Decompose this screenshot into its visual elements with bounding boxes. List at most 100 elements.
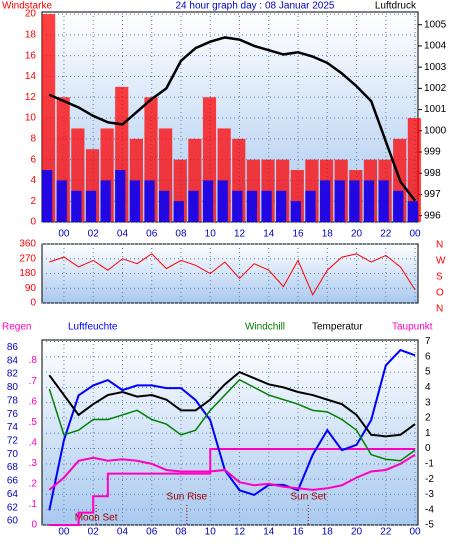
chart-title: 24 hour graph day : 08 Januar 2025 <box>175 1 334 12</box>
x-tick-label: 00 <box>410 527 422 538</box>
y2-tick-label: 998 <box>424 168 441 179</box>
x-tick-label: 08 <box>175 527 187 538</box>
x-tick-label: 02 <box>88 229 100 240</box>
plot-area <box>41 339 419 526</box>
hum-tick-label: 68 <box>7 462 19 473</box>
bar <box>115 170 126 222</box>
hum-tick-label: 70 <box>7 449 19 460</box>
legend-entry: Windchill <box>245 322 285 333</box>
hum-tick-label: 60 <box>7 516 19 527</box>
y-tick-label: 6 <box>30 154 36 165</box>
legend-entry: Luftfeuchte <box>68 322 118 333</box>
y-axis-title: Windstarke <box>2 1 52 12</box>
x-tick-label: 14 <box>263 527 275 538</box>
bar <box>246 190 258 222</box>
y-tick-label: 12 <box>25 92 37 103</box>
hum-tick-label: 72 <box>7 435 19 446</box>
annotation: Sun Set <box>290 492 326 503</box>
hum-tick-label: 84 <box>7 355 19 366</box>
bar <box>100 180 111 222</box>
bar <box>42 170 53 222</box>
bar <box>144 180 155 222</box>
bar <box>393 190 404 222</box>
rain-tick-label: .6 <box>29 396 38 407</box>
y2-tick-label: 3 <box>425 397 431 408</box>
rain-tick-label: .1 <box>29 499 38 510</box>
hum-tick-label: 78 <box>7 395 19 406</box>
hum-tick-label: 82 <box>7 369 19 380</box>
y2-tick-label: 1 <box>425 428 431 439</box>
x-tick-label: 14 <box>263 229 275 240</box>
y2-tick-label: -1 <box>425 458 434 469</box>
x-tick-label: 22 <box>380 527 392 538</box>
y-tick-label: 20 <box>25 9 37 20</box>
y2-tick-label: 997 <box>424 189 441 200</box>
bar <box>71 190 82 222</box>
y-tick-label: 8 <box>30 133 36 144</box>
y-tick-label: 270 <box>19 253 36 264</box>
y-tick-label: 0 <box>30 298 36 309</box>
bar <box>188 190 199 222</box>
bar <box>276 190 287 222</box>
direction-label: W <box>436 256 446 267</box>
bar <box>305 190 316 222</box>
y2-tick-label: 6 <box>425 351 431 362</box>
rain-tick-label: .7 <box>29 376 38 387</box>
x-tick-label: 16 <box>292 229 304 240</box>
y2-tick-label: 1000 <box>424 125 447 136</box>
y2-tick-label: 996 <box>424 210 441 221</box>
y2-tick-label: 1001 <box>424 104 447 115</box>
bar <box>173 201 184 222</box>
y-tick-label: 14 <box>25 71 37 82</box>
y2-tick-label: 7 <box>425 336 431 347</box>
bar <box>159 190 170 222</box>
series-line <box>48 36 417 202</box>
series-line <box>48 378 416 462</box>
bar <box>349 180 360 222</box>
rain-tick-label: .8 <box>29 355 38 366</box>
y2-tick-label: -5 <box>425 520 434 531</box>
hum-tick-label: 66 <box>7 476 19 487</box>
y-tick-label: 16 <box>25 50 37 61</box>
series-line <box>49 253 416 296</box>
x-tick-label: 00 <box>58 527 70 538</box>
annotation: Moon Set <box>75 513 118 524</box>
y-tick-label: 10 <box>25 113 37 124</box>
bar <box>202 180 214 222</box>
legend-entry: Taupunkt <box>392 322 433 333</box>
rain-tick-label: .3 <box>29 458 38 469</box>
bar <box>232 190 243 222</box>
x-tick-label: 02 <box>88 527 100 538</box>
bar <box>129 180 141 222</box>
legend-entry: Temperatur <box>312 322 363 333</box>
x-tick-label: 20 <box>351 229 363 240</box>
hum-tick-label: 80 <box>7 382 19 393</box>
y2-tick-label: 1005 <box>424 19 447 30</box>
y2-tick-label: 5 <box>425 367 431 378</box>
hum-tick-label: 76 <box>7 409 19 420</box>
x-tick-label: 16 <box>292 527 304 538</box>
x-tick-label: 18 <box>322 527 334 538</box>
legend-entry: Regen <box>2 322 31 333</box>
x-tick-label: 20 <box>351 527 363 538</box>
rain-tick-label: 0 <box>31 520 37 531</box>
hum-tick-label: 74 <box>7 422 19 433</box>
direction-label: O <box>436 288 444 299</box>
bar <box>85 190 97 222</box>
hum-tick-label: 62 <box>7 502 19 513</box>
y-tick-label: 360 <box>19 239 36 250</box>
hum-tick-label: 86 <box>7 342 19 353</box>
y2-axis-title: Luftdruck <box>375 1 417 12</box>
x-tick-label: 12 <box>234 229 246 240</box>
x-tick-label: 06 <box>146 229 158 240</box>
rain-tick-label: .5 <box>29 417 38 428</box>
x-tick-label: 12 <box>234 527 246 538</box>
direction-label: N <box>436 304 443 315</box>
y-tick-label: 2 <box>30 196 36 207</box>
y-tick-label: 90 <box>25 283 37 294</box>
hum-tick-label: 64 <box>7 489 19 500</box>
bar <box>56 180 67 222</box>
direction-label: S <box>436 272 443 283</box>
y-tick-label: 4 <box>30 175 36 186</box>
